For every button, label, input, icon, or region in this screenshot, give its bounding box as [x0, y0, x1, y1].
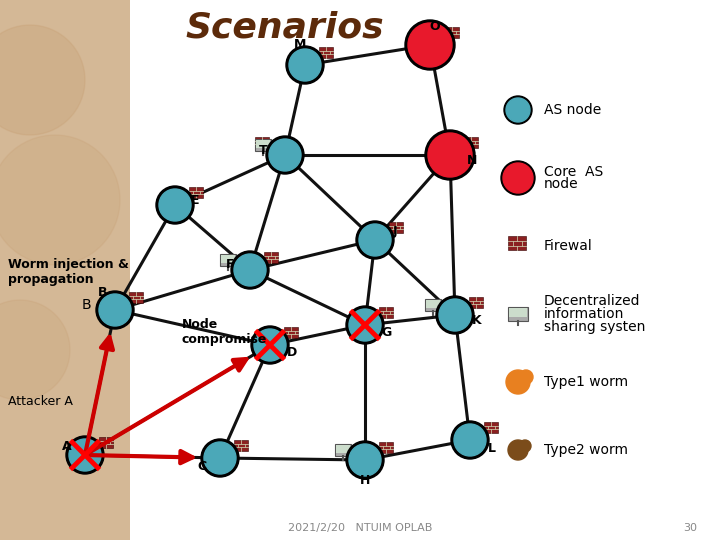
FancyBboxPatch shape — [255, 139, 271, 151]
FancyBboxPatch shape — [510, 308, 526, 317]
Text: J: J — [392, 226, 397, 239]
Text: Node
compromise: Node compromise — [182, 318, 267, 346]
Circle shape — [405, 20, 455, 70]
Circle shape — [346, 306, 384, 344]
Circle shape — [266, 136, 304, 174]
FancyBboxPatch shape — [220, 254, 236, 266]
Text: Scenarios: Scenarios — [186, 11, 384, 45]
Text: Core  AS: Core AS — [544, 165, 603, 179]
FancyBboxPatch shape — [379, 442, 393, 453]
FancyBboxPatch shape — [336, 445, 351, 453]
Circle shape — [69, 439, 101, 471]
Circle shape — [251, 326, 289, 364]
Circle shape — [0, 300, 70, 400]
Circle shape — [231, 251, 269, 289]
FancyBboxPatch shape — [284, 327, 298, 338]
Circle shape — [436, 296, 474, 334]
Text: Decentralized: Decentralized — [544, 294, 641, 308]
Text: D: D — [287, 347, 297, 360]
Text: G: G — [382, 327, 392, 340]
FancyBboxPatch shape — [425, 299, 441, 311]
Text: Firewal: Firewal — [544, 239, 593, 253]
Text: O: O — [430, 21, 441, 33]
Text: B: B — [98, 286, 108, 299]
Text: Worm injection &
propagation: Worm injection & propagation — [8, 258, 129, 286]
FancyBboxPatch shape — [469, 297, 483, 308]
Circle shape — [503, 163, 533, 193]
Text: H: H — [360, 474, 370, 487]
Circle shape — [269, 139, 301, 171]
FancyBboxPatch shape — [445, 27, 459, 38]
Text: K: K — [472, 314, 482, 327]
Circle shape — [508, 440, 528, 460]
FancyBboxPatch shape — [264, 252, 278, 263]
Text: AS node: AS node — [544, 103, 601, 117]
Circle shape — [346, 441, 384, 479]
FancyBboxPatch shape — [464, 137, 478, 148]
Circle shape — [439, 299, 471, 331]
Text: N: N — [467, 153, 477, 166]
Text: Type1 worm: Type1 worm — [544, 375, 628, 389]
Circle shape — [504, 96, 532, 124]
Circle shape — [356, 221, 394, 259]
Circle shape — [204, 442, 236, 474]
Circle shape — [0, 25, 85, 135]
Circle shape — [66, 436, 104, 474]
FancyBboxPatch shape — [0, 0, 130, 540]
FancyBboxPatch shape — [484, 422, 498, 433]
Circle shape — [159, 189, 191, 221]
Circle shape — [289, 49, 321, 81]
FancyBboxPatch shape — [99, 437, 113, 448]
FancyBboxPatch shape — [319, 47, 333, 58]
Circle shape — [96, 291, 134, 329]
Circle shape — [454, 424, 486, 456]
Text: T: T — [258, 144, 267, 157]
Text: sharing systen: sharing systen — [544, 320, 645, 334]
FancyBboxPatch shape — [389, 222, 403, 233]
Text: B: B — [82, 298, 91, 312]
FancyBboxPatch shape — [426, 300, 441, 308]
FancyBboxPatch shape — [379, 307, 393, 318]
FancyBboxPatch shape — [129, 292, 143, 303]
FancyBboxPatch shape — [220, 255, 235, 263]
Circle shape — [349, 444, 381, 476]
FancyBboxPatch shape — [255, 137, 269, 148]
Circle shape — [349, 309, 381, 341]
FancyBboxPatch shape — [234, 440, 248, 451]
Circle shape — [254, 329, 286, 361]
Text: 30: 30 — [683, 523, 697, 533]
Circle shape — [234, 254, 266, 286]
Text: L: L — [488, 442, 496, 455]
Text: Type2 worm: Type2 worm — [544, 443, 628, 457]
FancyBboxPatch shape — [189, 187, 203, 198]
Circle shape — [425, 130, 475, 180]
Text: A: A — [62, 441, 72, 454]
Circle shape — [99, 294, 131, 326]
Circle shape — [506, 98, 530, 122]
FancyBboxPatch shape — [335, 444, 351, 456]
Text: Attacker A: Attacker A — [8, 395, 73, 408]
Circle shape — [501, 161, 535, 195]
Circle shape — [451, 421, 489, 459]
Text: information: information — [544, 307, 624, 321]
Circle shape — [359, 224, 391, 256]
FancyBboxPatch shape — [508, 307, 528, 321]
Circle shape — [201, 439, 239, 477]
Text: C: C — [197, 460, 207, 472]
Circle shape — [0, 135, 120, 265]
Circle shape — [286, 46, 324, 84]
Circle shape — [519, 440, 531, 452]
Circle shape — [428, 133, 472, 177]
Circle shape — [506, 370, 530, 394]
Circle shape — [408, 23, 452, 67]
Circle shape — [156, 186, 194, 224]
FancyBboxPatch shape — [256, 140, 271, 148]
FancyBboxPatch shape — [508, 236, 526, 251]
Text: M: M — [294, 38, 306, 51]
Circle shape — [519, 370, 533, 384]
Text: node: node — [544, 178, 579, 192]
Text: E: E — [191, 193, 199, 206]
Text: F: F — [226, 259, 234, 272]
Text: 2021/2/20   NTUIM OPLAB: 2021/2/20 NTUIM OPLAB — [288, 523, 432, 533]
